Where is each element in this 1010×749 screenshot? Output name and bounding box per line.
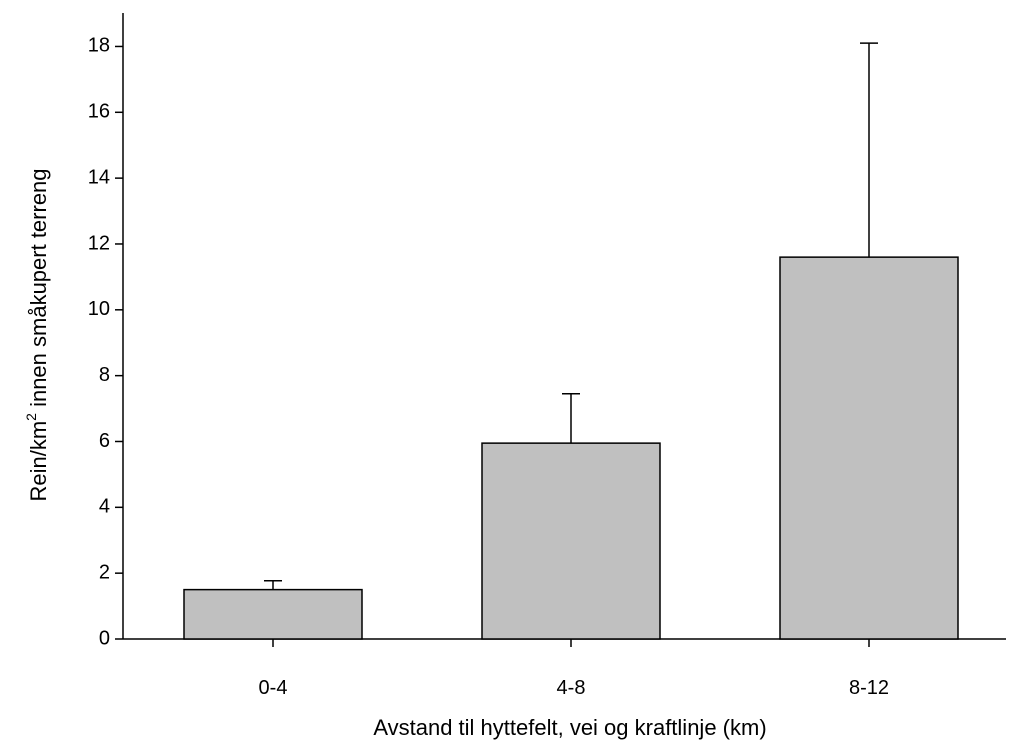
y-tick-label: 6 [99,430,110,452]
bar [183,588,363,640]
bar [779,256,959,640]
x-tick-label: 0-4 [259,677,288,699]
x-tick-label: 8-12 [849,677,889,699]
y-tick-label: 2 [99,561,110,583]
x-axis-title: Avstand til hyttefelt, vei og kraftlinje… [373,715,766,740]
x-tick-label: 4-8 [557,677,586,699]
bar [481,442,661,640]
y-tick-label: 4 [99,496,110,518]
y-tick-label: 12 [88,232,110,254]
y-tick-label: 10 [88,298,110,320]
y-tick-label: 0 [99,627,110,649]
y-tick-label: 16 [88,101,110,123]
y-tick-label: 14 [88,166,110,188]
svg-text:Rein/km2 innen småkupert terre: Rein/km2 innen småkupert terreng [23,168,51,501]
y-tick-label: 8 [99,364,110,386]
plot-area: 0 2 4 6 8 10 12 14 16 18 0-4 4-8 8-12 [88,13,1006,699]
y-tick-label: 18 [88,35,110,57]
y-axis-title-prefix: Rein/km [26,421,51,502]
y-axis-title: Rein/km2 innen småkupert terreng [23,168,51,501]
y-axis-title-suffix: innen småkupert terreng [26,168,51,413]
y-axis-title-superscript: 2 [23,413,39,421]
